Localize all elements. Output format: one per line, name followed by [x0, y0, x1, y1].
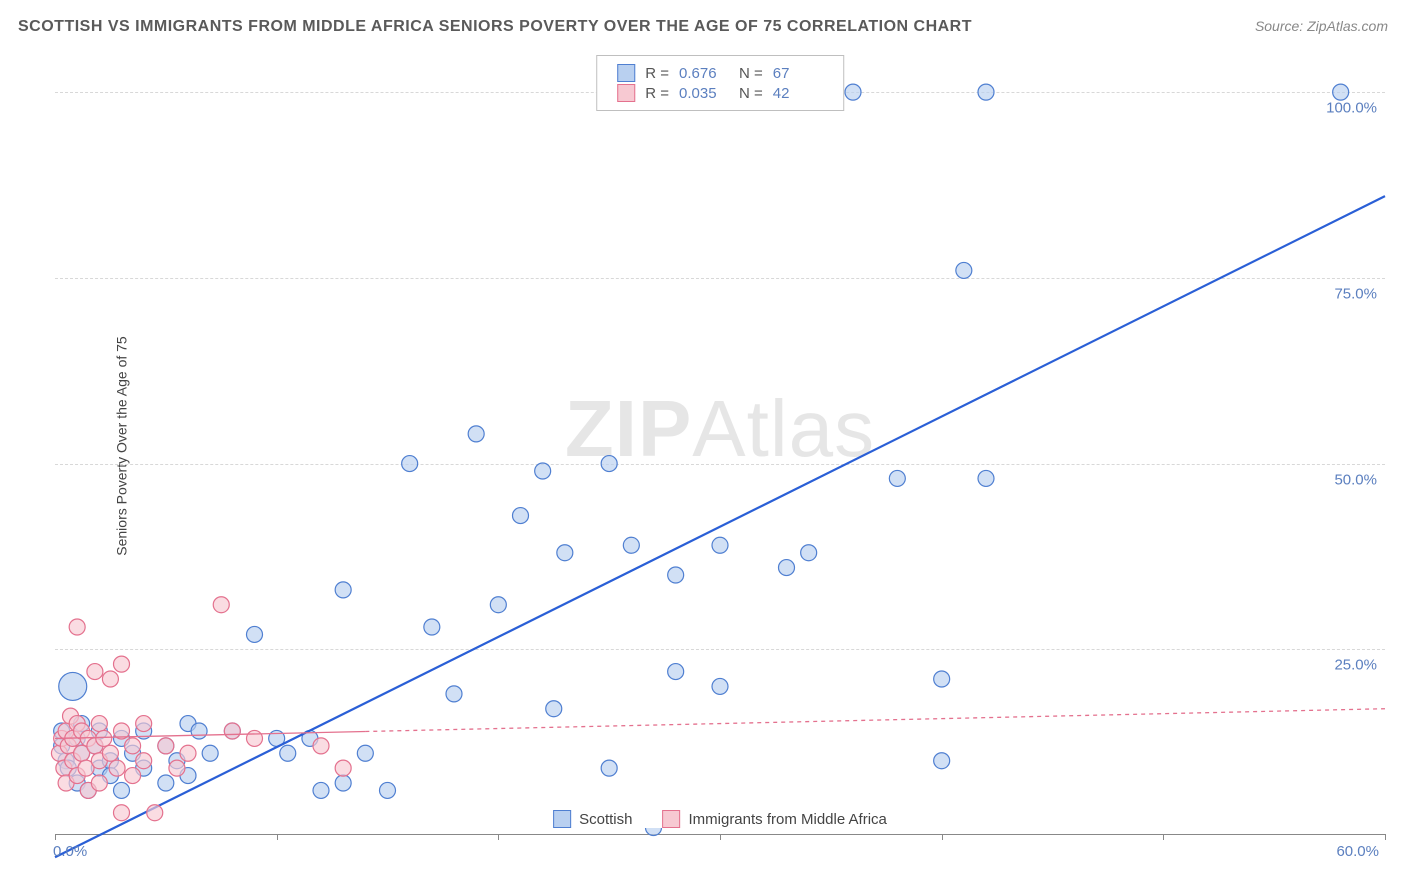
immigrants-point — [114, 805, 130, 821]
scottish-point — [114, 782, 130, 798]
scatter-svg — [55, 55, 1385, 834]
immigrants-point — [224, 723, 240, 739]
scottish-point — [546, 701, 562, 717]
N-label: N = — [739, 65, 763, 82]
x-tick-label: 60.0% — [1336, 843, 1379, 860]
R-label: R = — [645, 85, 669, 102]
scottish-point — [557, 545, 573, 561]
scottish-point — [934, 753, 950, 769]
scottish-point — [490, 597, 506, 613]
immigrants-point — [109, 760, 125, 776]
immigrants-point — [136, 753, 152, 769]
scottish-point — [978, 84, 994, 100]
scottish-point — [712, 537, 728, 553]
scottish-point — [247, 626, 263, 642]
scottish-point — [956, 262, 972, 278]
scottish-point — [513, 508, 529, 524]
scottish-point — [280, 745, 296, 761]
immigrants-point — [102, 671, 118, 687]
immigrants-point — [114, 656, 130, 672]
N-value: 42 — [773, 85, 823, 102]
scottish-point — [380, 782, 396, 798]
immigrants-point — [136, 716, 152, 732]
x-tick — [1163, 834, 1164, 840]
R-label: R = — [645, 65, 669, 82]
legend-label: Immigrants from Middle Africa — [688, 811, 886, 828]
bottom-legend: Scottish Immigrants from Middle Africa — [549, 810, 891, 828]
legend-swatch — [617, 64, 635, 82]
scottish-point — [668, 567, 684, 583]
N-value: 67 — [773, 65, 823, 82]
x-tick — [720, 834, 721, 840]
scottish-point — [59, 672, 87, 700]
scottish-point — [446, 686, 462, 702]
x-tick — [55, 834, 56, 840]
immigrants-point — [87, 664, 103, 680]
stats-legend-box: R = 0.676 N = 67 R = 0.035 N = 42 — [596, 55, 844, 111]
scottish-point — [779, 560, 795, 576]
scottish-point — [424, 619, 440, 635]
immigrants-point — [169, 760, 185, 776]
legend-swatch — [553, 810, 571, 828]
legend-item-immigrants: Immigrants from Middle Africa — [662, 810, 886, 828]
stats-row-immigrants: R = 0.035 N = 42 — [617, 84, 823, 102]
immigrants-point — [102, 745, 118, 761]
immigrants-point — [180, 745, 196, 761]
scottish-point — [601, 456, 617, 472]
scottish-point — [402, 456, 418, 472]
immigrants-point — [213, 597, 229, 613]
immigrants-point — [158, 738, 174, 754]
x-tick — [942, 834, 943, 840]
x-tick — [1385, 834, 1386, 840]
immigrants-point — [69, 619, 85, 635]
legend-item-scottish: Scottish — [553, 810, 632, 828]
legend-swatch — [617, 84, 635, 102]
immigrants-point — [335, 760, 351, 776]
immigrants-point — [247, 730, 263, 746]
scottish-point — [978, 470, 994, 486]
scottish-point — [535, 463, 551, 479]
scottish-point — [1333, 84, 1349, 100]
stats-row-scottish: R = 0.676 N = 67 — [617, 64, 823, 82]
scottish-point — [668, 664, 684, 680]
R-value: 0.035 — [679, 85, 729, 102]
chart-header: SCOTTISH VS IMMIGRANTS FROM MIDDLE AFRIC… — [18, 18, 1388, 36]
x-tick-label: 0.0% — [53, 843, 87, 860]
immigrants-point — [147, 805, 163, 821]
x-tick — [277, 834, 278, 840]
immigrants-point — [91, 775, 107, 791]
R-value: 0.676 — [679, 65, 729, 82]
immigrants-trendline-dashed — [365, 709, 1385, 732]
scottish-point — [191, 723, 207, 739]
scottish-point — [158, 775, 174, 791]
immigrants-point — [91, 716, 107, 732]
legend-swatch — [662, 810, 680, 828]
scottish-point — [623, 537, 639, 553]
scottish-point — [801, 545, 817, 561]
legend-label: Scottish — [579, 811, 632, 828]
scottish-point — [313, 782, 329, 798]
scottish-point — [889, 470, 905, 486]
source-attribution: Source: ZipAtlas.com — [1255, 18, 1388, 34]
chart-title: SCOTTISH VS IMMIGRANTS FROM MIDDLE AFRIC… — [18, 18, 972, 36]
N-label: N = — [739, 85, 763, 102]
immigrants-point — [96, 730, 112, 746]
scottish-point — [357, 745, 373, 761]
x-tick — [498, 834, 499, 840]
scottish-point — [934, 671, 950, 687]
immigrants-point — [125, 768, 141, 784]
scottish-point — [601, 760, 617, 776]
scottish-point — [468, 426, 484, 442]
scottish-point — [335, 582, 351, 598]
scottish-trendline — [55, 196, 1385, 857]
scottish-point — [712, 678, 728, 694]
immigrants-point — [313, 738, 329, 754]
scottish-point — [845, 84, 861, 100]
plot-area: ZIPAtlas 25.0%50.0%75.0%100.0% R =0.676N… — [55, 55, 1385, 835]
scottish-point — [202, 745, 218, 761]
scottish-point — [335, 775, 351, 791]
immigrants-point — [125, 738, 141, 754]
